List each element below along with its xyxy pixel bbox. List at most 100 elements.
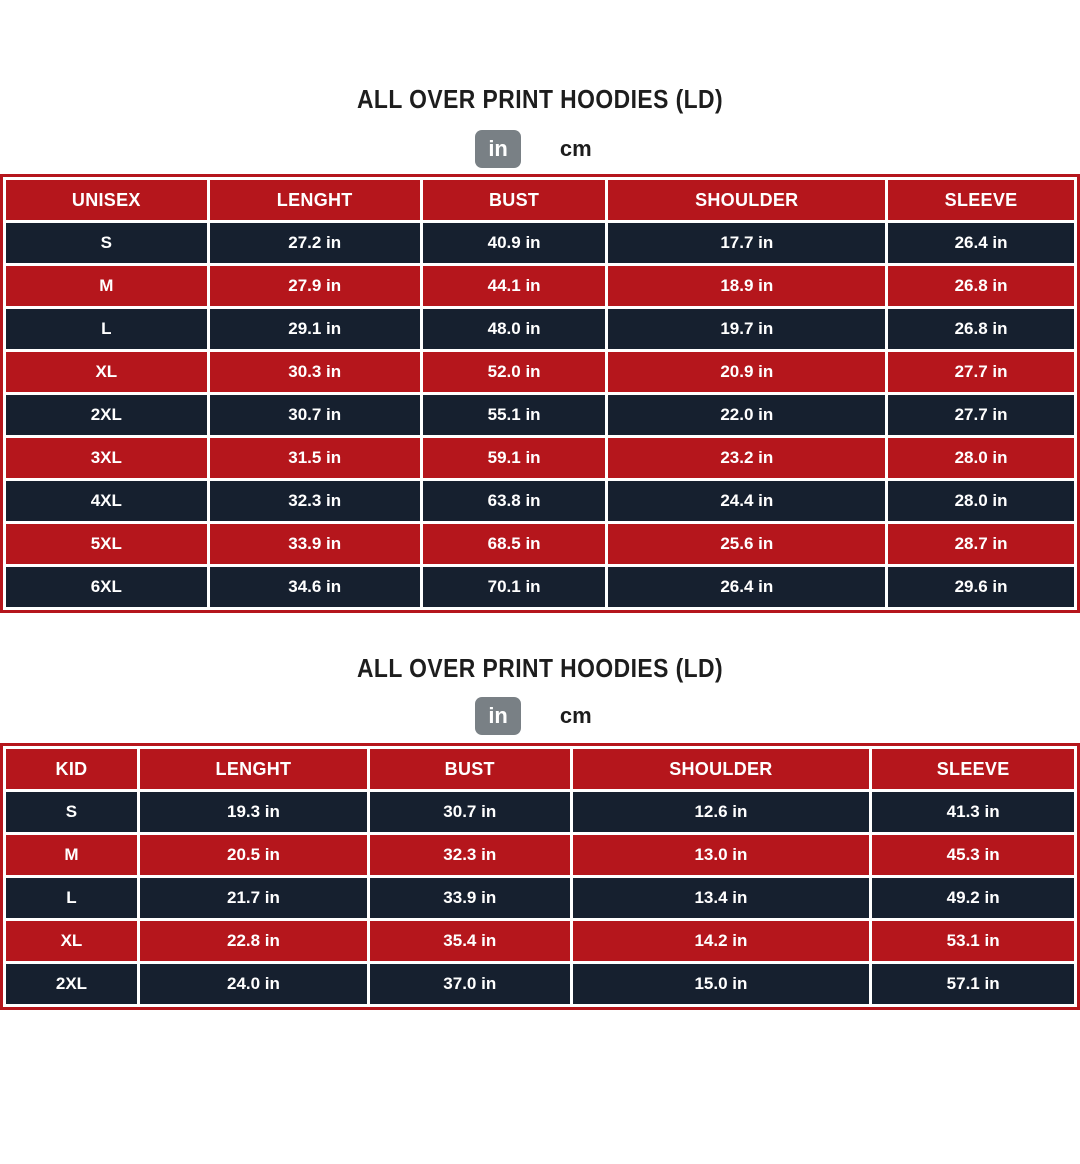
size-label-cell: 2XL xyxy=(6,395,207,435)
table-row: 5XL 33.9 in 68.5 in 25.6 in 28.7 in xyxy=(6,524,1074,564)
measurement-cell: 26.8 in xyxy=(888,266,1074,306)
measurement-cell: 44.1 in xyxy=(422,266,606,306)
column-header: KID xyxy=(6,749,137,789)
table-header-row: UNISEX LENGHT BUST SHOULDER SLEEVE xyxy=(6,180,1074,220)
table-row: 6XL 34.6 in 70.1 in 26.4 in 29.6 in xyxy=(6,567,1074,607)
table-row: L 29.1 in 48.0 in 19.7 in 26.8 in xyxy=(6,309,1074,349)
measurement-cell: 13.4 in xyxy=(572,878,870,918)
measurement-cell: 24.0 in xyxy=(139,964,367,1004)
section-title: ALL OVER PRINT HOODIES (LD) xyxy=(0,653,1080,683)
measurement-cell: 70.1 in xyxy=(422,567,606,607)
measurement-cell: 28.7 in xyxy=(888,524,1074,564)
size-label-cell: S xyxy=(6,792,137,832)
measurement-cell: 30.7 in xyxy=(209,395,420,435)
column-header: SLEEVE xyxy=(888,180,1074,220)
size-label-cell: XL xyxy=(6,352,207,392)
measurement-cell: 18.9 in xyxy=(608,266,886,306)
column-header: LENGHT xyxy=(209,180,420,220)
measurement-cell: 32.3 in xyxy=(209,481,420,521)
table-row: XL 30.3 in 52.0 in 20.9 in 27.7 in xyxy=(6,352,1074,392)
table-header-row: KID LENGHT BUST SHOULDER SLEEVE xyxy=(6,749,1074,789)
unisex-size-chart-section: ALL OVER PRINT HOODIES (LD) in cm UNISEX… xyxy=(0,84,1080,613)
measurement-cell: 41.3 in xyxy=(872,792,1074,832)
kid-size-chart-section: ALL OVER PRINT HOODIES (LD) in cm KID LEN… xyxy=(0,653,1080,1010)
kid-size-table: KID LENGHT BUST SHOULDER SLEEVE S 19.3 in 30.7… xyxy=(0,743,1080,1010)
measurement-cell: 48.0 in xyxy=(422,309,606,349)
measurement-cell: 59.1 in xyxy=(422,438,606,478)
measurement-cell: 68.5 in xyxy=(422,524,606,564)
table-row: 2XL 30.7 in 55.1 in 22.0 in 27.7 in xyxy=(6,395,1074,435)
table-row: M 27.9 in 44.1 in 18.9 in 26.8 in xyxy=(6,266,1074,306)
measurement-cell: 30.7 in xyxy=(369,792,570,832)
unit-in-button[interactable]: in xyxy=(475,130,521,168)
measurement-cell: 40.9 in xyxy=(422,223,606,263)
measurement-cell: 21.7 in xyxy=(139,878,367,918)
measurement-cell: 27.7 in xyxy=(888,395,1074,435)
measurement-cell: 15.0 in xyxy=(572,964,870,1004)
measurement-cell: 57.1 in xyxy=(872,964,1074,1004)
measurement-cell: 31.5 in xyxy=(209,438,420,478)
measurement-cell: 55.1 in xyxy=(422,395,606,435)
column-header: SHOULDER xyxy=(572,749,870,789)
size-label-cell: S xyxy=(6,223,207,263)
measurement-cell: 63.8 in xyxy=(422,481,606,521)
table-row: S 19.3 in 30.7 in 12.6 in 41.3 in xyxy=(6,792,1074,832)
measurement-cell: 35.4 in xyxy=(369,921,570,961)
measurement-cell: 53.1 in xyxy=(872,921,1074,961)
unisex-size-table: UNISEX LENGHT BUST SHOULDER SLEEVE S 27.2 in 4… xyxy=(0,174,1080,613)
unit-toggle: in cm xyxy=(0,697,1080,735)
measurement-cell: 23.2 in xyxy=(608,438,886,478)
column-header: BUST xyxy=(422,180,606,220)
column-header: LENGHT xyxy=(139,749,367,789)
unit-toggle: in cm xyxy=(0,130,1080,168)
table-row: M 20.5 in 32.3 in 13.0 in 45.3 in xyxy=(6,835,1074,875)
measurement-cell: 19.7 in xyxy=(608,309,886,349)
measurement-cell: 26.4 in xyxy=(608,567,886,607)
measurement-cell: 52.0 in xyxy=(422,352,606,392)
table-row: 3XL 31.5 in 59.1 in 23.2 in 28.0 in xyxy=(6,438,1074,478)
measurement-cell: 45.3 in xyxy=(872,835,1074,875)
table-row: L 21.7 in 33.9 in 13.4 in 49.2 in xyxy=(6,878,1074,918)
column-header: UNISEX xyxy=(6,180,207,220)
table-row: XL 22.8 in 35.4 in 14.2 in 53.1 in xyxy=(6,921,1074,961)
measurement-cell: 32.3 in xyxy=(369,835,570,875)
measurement-cell: 34.6 in xyxy=(209,567,420,607)
measurement-cell: 12.6 in xyxy=(572,792,870,832)
measurement-cell: 49.2 in xyxy=(872,878,1074,918)
size-label-cell: 2XL xyxy=(6,964,137,1004)
measurement-cell: 22.0 in xyxy=(608,395,886,435)
column-header: SHOULDER xyxy=(608,180,886,220)
unit-cm-button[interactable]: cm xyxy=(559,136,592,161)
size-label-cell: 5XL xyxy=(6,524,207,564)
measurement-cell: 26.8 in xyxy=(888,309,1074,349)
measurement-cell: 33.9 in xyxy=(369,878,570,918)
measurement-cell: 27.9 in xyxy=(209,266,420,306)
size-label-cell: L xyxy=(6,878,137,918)
size-label-cell: 4XL xyxy=(6,481,207,521)
measurement-cell: 14.2 in xyxy=(572,921,870,961)
section-title: ALL OVER PRINT HOODIES (LD) xyxy=(0,84,1080,114)
measurement-cell: 29.6 in xyxy=(888,567,1074,607)
column-header: BUST xyxy=(369,749,570,789)
size-label-cell: XL xyxy=(6,921,137,961)
size-label-cell: 6XL xyxy=(6,567,207,607)
size-label-cell: 3XL xyxy=(6,438,207,478)
measurement-cell: 17.7 in xyxy=(608,223,886,263)
measurement-cell: 27.2 in xyxy=(209,223,420,263)
table-row: 2XL 24.0 in 37.0 in 15.0 in 57.1 in xyxy=(6,964,1074,1004)
measurement-cell: 25.6 in xyxy=(608,524,886,564)
measurement-cell: 19.3 in xyxy=(139,792,367,832)
measurement-cell: 13.0 in xyxy=(572,835,870,875)
measurement-cell: 37.0 in xyxy=(369,964,570,1004)
unit-in-button[interactable]: in xyxy=(475,697,521,735)
section-title-text: ALL OVER PRINT HOODIES (LD) xyxy=(356,653,724,683)
table-row: S 27.2 in 40.9 in 17.7 in 26.4 in xyxy=(6,223,1074,263)
measurement-cell: 30.3 in xyxy=(209,352,420,392)
measurement-cell: 20.9 in xyxy=(608,352,886,392)
measurement-cell: 27.7 in xyxy=(888,352,1074,392)
section-title-text: ALL OVER PRINT HOODIES (LD) xyxy=(356,84,724,114)
unit-cm-button[interactable]: cm xyxy=(559,703,592,728)
measurement-cell: 28.0 in xyxy=(888,481,1074,521)
measurement-cell: 22.8 in xyxy=(139,921,367,961)
size-label-cell: M xyxy=(6,835,137,875)
